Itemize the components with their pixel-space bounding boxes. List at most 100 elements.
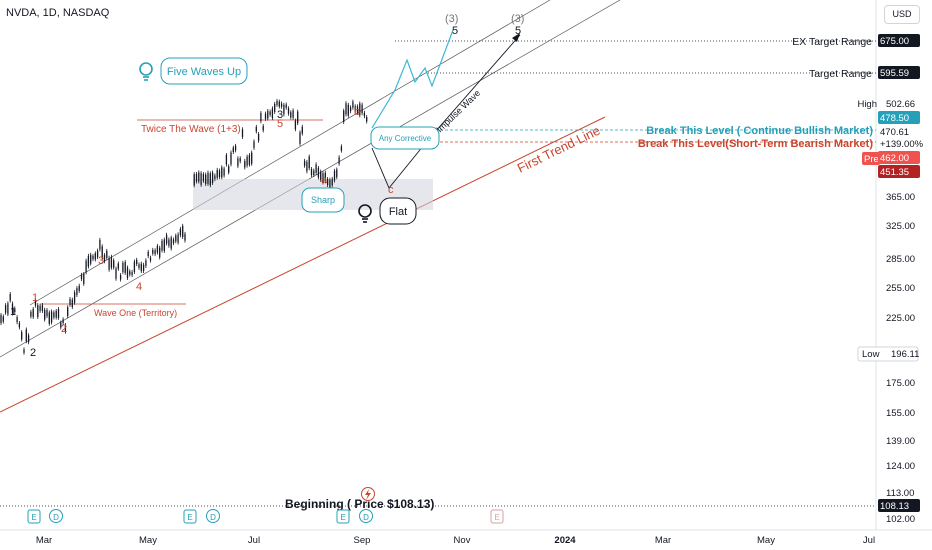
candle-body xyxy=(170,237,172,249)
level-bull-value: 478.50 xyxy=(880,113,909,124)
candle-body xyxy=(87,255,90,267)
x-tick-label: May xyxy=(757,535,775,546)
price-candles xyxy=(0,98,368,355)
candle-body xyxy=(165,234,168,244)
y-tick-label: 285.00 xyxy=(886,254,915,265)
currency-button[interactable]: USD xyxy=(884,5,920,24)
candle-body xyxy=(359,103,361,116)
y-tick-label: 124.00 xyxy=(886,461,915,472)
candle-body xyxy=(53,312,55,318)
candle-body xyxy=(331,178,333,186)
dividend-marker-2[interactable]: D xyxy=(206,509,220,523)
wave-black-3: 3 xyxy=(277,109,283,121)
candle-body xyxy=(172,239,175,244)
candle-body xyxy=(336,169,338,178)
candle-body xyxy=(200,173,202,185)
wave-red-5: 5 xyxy=(277,118,283,130)
five-waves-label: Five Waves Up xyxy=(167,66,241,78)
candle-body xyxy=(101,246,103,258)
candle-body xyxy=(34,300,37,306)
pre-label: Pre xyxy=(864,154,879,165)
candle-body xyxy=(2,316,4,322)
candle-body xyxy=(85,260,87,273)
candle-body xyxy=(175,235,177,242)
wave-black-1: 1 xyxy=(10,306,16,318)
earnings-marker-3[interactable]: E xyxy=(336,509,350,524)
candle-body xyxy=(18,323,21,328)
candle-body xyxy=(106,250,108,258)
wave-one-label: Wave One (Territory) xyxy=(94,308,177,318)
first-trend-line xyxy=(0,116,606,413)
candle-body xyxy=(108,257,110,270)
projection-black-path xyxy=(371,34,521,189)
level-bear-value-box xyxy=(878,165,920,178)
candle-body xyxy=(324,172,326,182)
candle-body xyxy=(46,310,48,317)
candle-body xyxy=(161,240,163,251)
candle-body xyxy=(260,113,262,122)
candle-body xyxy=(23,349,25,353)
any-corrective-label: Any Corrective xyxy=(379,134,432,143)
break-bear-label: Break This Level(Short-Term Bearish Mark… xyxy=(638,138,873,150)
target-value-box xyxy=(878,66,920,79)
candle-body xyxy=(133,261,136,272)
change-pct: +139.00% xyxy=(880,139,924,150)
candle-body xyxy=(356,106,359,113)
wave-red-a: a xyxy=(321,174,328,186)
target-label: Target Range xyxy=(809,68,872,80)
dividend-marker-1[interactable]: D xyxy=(49,509,63,523)
candle-body xyxy=(202,174,205,181)
pre-badge xyxy=(862,152,880,165)
channel-lower-line xyxy=(0,0,621,358)
candle-body xyxy=(306,161,308,172)
candle-body xyxy=(50,311,53,323)
dividend-marker-3[interactable]: D xyxy=(359,509,373,523)
candle-body xyxy=(271,108,274,119)
candle-body xyxy=(96,250,99,258)
candle-body xyxy=(62,319,64,324)
candle-body xyxy=(113,260,115,268)
candle-body xyxy=(67,307,69,317)
earnings-marker-4[interactable]: E xyxy=(490,509,504,524)
wave-red-1: 1 xyxy=(32,292,38,304)
candle-body xyxy=(71,299,73,308)
wave-red-3: 3 xyxy=(98,255,104,267)
candle-body xyxy=(232,147,234,152)
candle-body xyxy=(297,111,299,124)
wave-3-paren-left: (3) xyxy=(445,13,458,25)
candle-body xyxy=(92,255,94,260)
ex-target-label: EX Target Range xyxy=(792,36,872,48)
candle-body xyxy=(69,298,71,305)
candle-body xyxy=(267,110,269,119)
candle-body xyxy=(239,158,241,162)
candle-body xyxy=(131,271,133,276)
candle-body xyxy=(340,146,343,151)
wave-red-4: 4 xyxy=(136,281,142,293)
candle-body xyxy=(244,160,246,168)
candle-body xyxy=(147,251,149,257)
candle-body xyxy=(322,173,324,183)
candle-body xyxy=(274,103,276,112)
lightbulb-icon xyxy=(358,204,372,223)
beginning-value-box xyxy=(878,499,920,512)
candle-body xyxy=(345,103,347,115)
earnings-marker-1[interactable]: E xyxy=(27,509,41,524)
y-tick-label: 113.00 xyxy=(886,488,914,499)
candle-body xyxy=(287,108,290,114)
candle-body xyxy=(37,305,39,317)
candle-body xyxy=(315,164,317,173)
candle-body xyxy=(278,101,280,107)
candle-body xyxy=(184,233,186,241)
flat-label: Flat xyxy=(389,206,407,218)
candle-body xyxy=(280,103,283,107)
candle-body xyxy=(246,156,248,166)
candle-body xyxy=(349,107,352,112)
candle-body xyxy=(313,170,315,175)
earnings-marker-2[interactable]: E xyxy=(183,509,197,524)
candle-body xyxy=(83,273,85,284)
candle-body xyxy=(163,239,165,251)
candle-body xyxy=(154,250,156,255)
target-value: 595.59 xyxy=(880,68,909,79)
candle-body xyxy=(136,259,138,265)
